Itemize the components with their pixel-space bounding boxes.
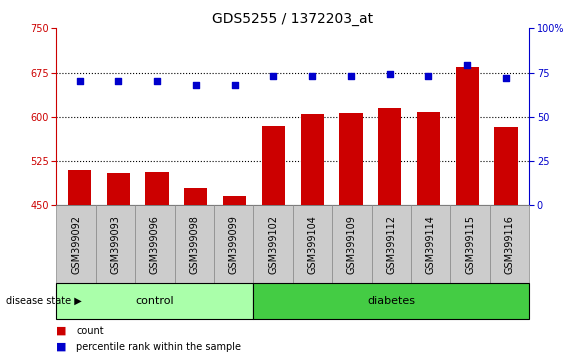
Bar <box>145 172 169 205</box>
Text: GSM399112: GSM399112 <box>386 215 396 274</box>
Bar <box>494 127 517 205</box>
Text: count: count <box>76 326 104 336</box>
Point <box>346 73 355 79</box>
Text: GSM399109: GSM399109 <box>347 215 357 274</box>
Bar <box>301 114 324 205</box>
Text: GSM399096: GSM399096 <box>150 215 160 274</box>
Bar <box>417 112 440 205</box>
Text: GSM399116: GSM399116 <box>504 215 515 274</box>
Bar <box>107 173 130 205</box>
Text: ■: ■ <box>56 342 67 352</box>
Text: GSM399098: GSM399098 <box>189 215 199 274</box>
Bar <box>339 113 363 205</box>
Bar <box>455 67 479 205</box>
Text: control: control <box>136 296 174 306</box>
Point <box>75 79 84 84</box>
Point <box>463 63 472 68</box>
Point <box>269 73 278 79</box>
Text: diabetes: diabetes <box>367 296 415 306</box>
Point <box>424 73 433 79</box>
Bar <box>378 108 401 205</box>
Bar <box>68 170 91 205</box>
Text: GSM399115: GSM399115 <box>465 215 475 274</box>
Bar <box>262 126 285 205</box>
Text: GSM399093: GSM399093 <box>110 215 120 274</box>
Text: GSM399102: GSM399102 <box>268 215 278 274</box>
Point <box>114 79 123 84</box>
Point <box>230 82 239 88</box>
Text: ■: ■ <box>56 326 67 336</box>
Text: percentile rank within the sample: percentile rank within the sample <box>76 342 241 352</box>
Bar <box>184 188 208 205</box>
Text: disease state ▶: disease state ▶ <box>6 296 82 306</box>
Point <box>307 73 316 79</box>
Point <box>153 79 162 84</box>
Point <box>502 75 511 81</box>
Text: GSM399092: GSM399092 <box>71 215 81 274</box>
Text: GSM399114: GSM399114 <box>426 215 436 274</box>
Title: GDS5255 / 1372203_at: GDS5255 / 1372203_at <box>212 12 373 26</box>
Text: GSM399099: GSM399099 <box>229 215 239 274</box>
Text: GSM399104: GSM399104 <box>307 215 318 274</box>
Point <box>191 82 200 88</box>
Bar <box>223 196 246 205</box>
Point <box>385 72 394 77</box>
